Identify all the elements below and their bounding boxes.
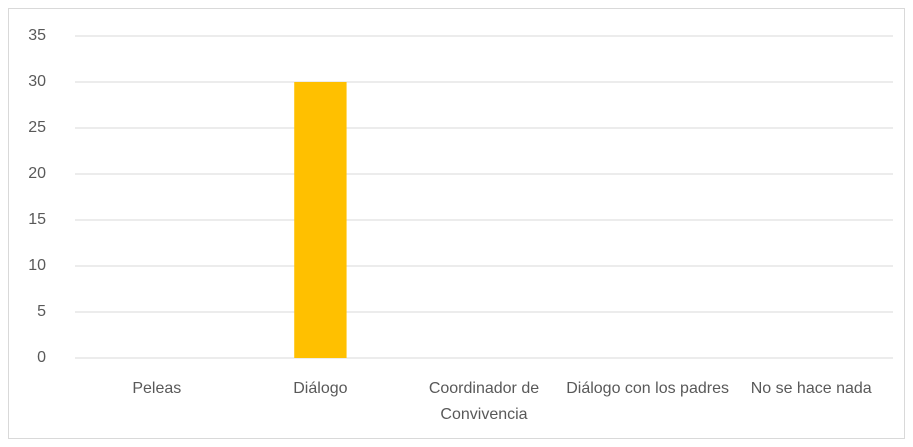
y-tick-label: 15	[28, 211, 46, 228]
x-tick-label: Coordinador de Convivencia	[428, 380, 540, 423]
x-tick-label: Diálogo con los padres	[566, 380, 729, 397]
bar	[294, 82, 347, 358]
y-tick-label: 5	[37, 303, 46, 320]
x-tick-label: Diálogo	[293, 380, 348, 397]
y-tick-label: 0	[37, 349, 46, 366]
y-tick-label: 20	[28, 165, 46, 182]
chart-frame	[8, 8, 905, 439]
x-tick-label: No se hace nada	[750, 380, 872, 397]
y-tick-label: 35	[28, 27, 46, 44]
y-tick-label: 10	[28, 257, 46, 274]
y-tick-label: 30	[28, 73, 46, 90]
y-tick-label: 25	[28, 119, 46, 136]
x-tick-label: Peleas	[132, 380, 182, 397]
